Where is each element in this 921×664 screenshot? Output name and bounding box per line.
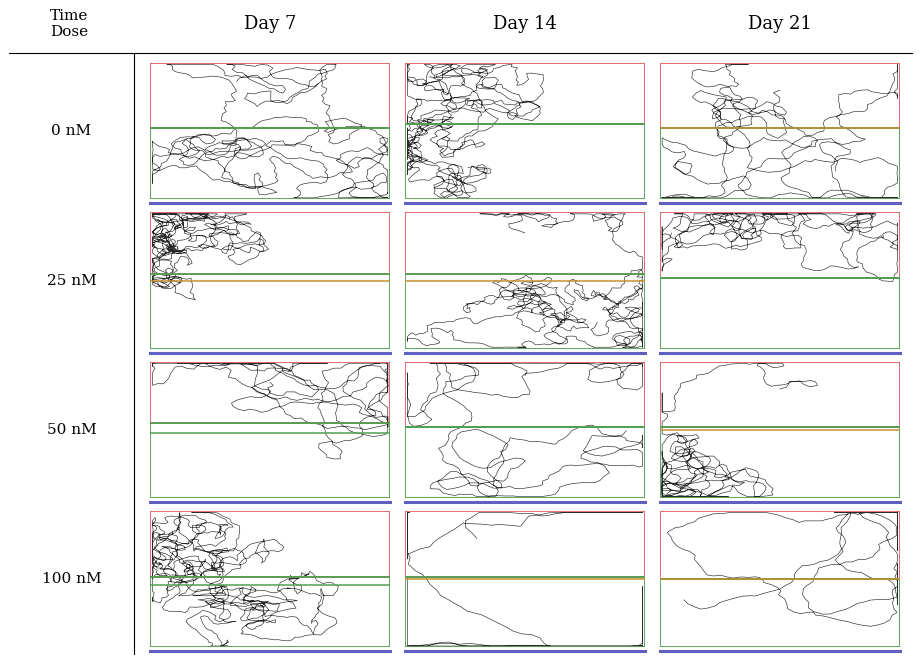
Bar [150,362,391,423]
Bar [659,511,900,579]
Bar [150,423,391,498]
Text: Day 7: Day 7 [244,15,297,33]
Bar [659,63,900,128]
Bar [405,274,645,349]
Bar [150,63,391,128]
Bar [405,63,645,124]
Text: 0 nM: 0 nM [52,124,91,138]
Bar [405,212,645,274]
Bar [405,124,645,199]
Bar [659,579,900,647]
Text: Time
Dose: Time Dose [50,9,88,39]
Text: Day 21: Day 21 [748,15,811,33]
Text: 25 nM: 25 nM [46,274,97,288]
Bar [150,128,391,199]
Bar [659,362,900,427]
Bar [150,576,391,647]
Bar [150,274,391,349]
Text: 100 nM: 100 nM [41,572,101,586]
Bar [659,128,900,199]
Bar [405,427,645,498]
Text: Day 14: Day 14 [493,15,557,33]
Bar [659,427,900,498]
Bar [150,212,391,274]
Bar [659,212,900,278]
Bar [405,362,645,427]
Bar [659,278,900,349]
Bar [405,576,645,647]
Bar [405,511,645,576]
Text: 50 nM: 50 nM [46,423,97,437]
Bar [150,511,391,576]
